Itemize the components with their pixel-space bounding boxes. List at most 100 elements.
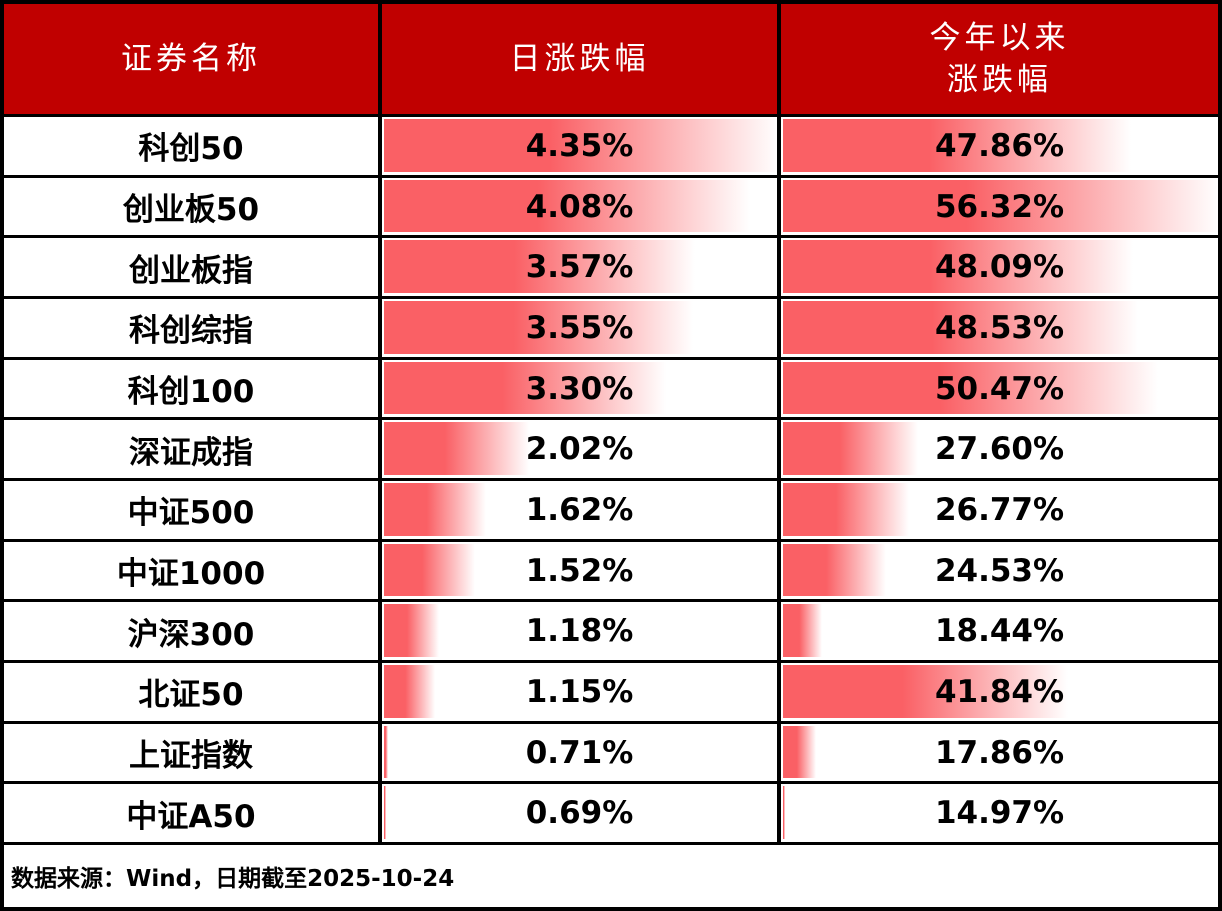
daily-change-databar: [384, 361, 667, 415]
ytd-change-value: 48.09%: [934, 249, 1065, 286]
ytd-change-databar: [783, 422, 918, 476]
table-row: 创业板指 3.57% 48.09%: [4, 235, 1218, 297]
ytd-change-value: 56.32%: [934, 188, 1065, 225]
index-name: 北证50: [138, 677, 244, 714]
ytd-change-databar: [783, 179, 1218, 233]
daily-change-databar: [384, 119, 777, 172]
daily-change-databar: [384, 543, 476, 597]
table-row: 科创综指 3.55% 48.53%: [4, 296, 1218, 357]
table-row: 中证1000 1.52% 24.53%: [4, 538, 1218, 600]
ytd-change-cell: 48.09%: [777, 238, 1218, 297]
ytd-change-databar: [783, 301, 1139, 354]
column-header-label-line1: 今年以来: [929, 20, 1070, 56]
ytd-change-databar: [783, 361, 1159, 415]
ytd-change-databar: [783, 786, 786, 840]
ytd-change-value: 14.97%: [934, 795, 1065, 832]
table-row: 深证成指 2.02% 27.60%: [4, 417, 1218, 479]
ytd-change-cell: 18.44%: [777, 602, 1218, 661]
daily-change-cell: 3.55%: [378, 299, 777, 357]
table-row: 北证50 1.15% 41.84%: [4, 660, 1218, 721]
table-body: 科创50 4.35% 47.86% 创业板50 4.08% 56.32% 创业板…: [4, 117, 1218, 843]
ytd-change-cell: 41.84%: [777, 663, 1218, 721]
daily-change-databar: [384, 786, 386, 840]
daily-change-value: 3.55%: [525, 309, 634, 346]
table-row: 中证500 1.62% 26.77%: [4, 478, 1218, 539]
daily-change-cell: 4.08%: [378, 177, 777, 236]
daily-change-value: 0.69%: [525, 795, 634, 832]
ytd-change-cell: 47.86%: [777, 117, 1218, 175]
daily-change-value: 1.18%: [525, 613, 634, 650]
table-row: 沪深300 1.18% 18.44%: [4, 599, 1218, 661]
ytd-change-cell: 27.60%: [777, 420, 1218, 479]
daily-change-cell: 0.69%: [378, 784, 777, 843]
ytd-change-cell: 50.47%: [777, 359, 1218, 418]
source-note: 数据来源：Wind，日期截至2025-10-24: [4, 842, 1218, 907]
daily-change-value: 4.08%: [525, 188, 634, 225]
daily-change-cell: 1.18%: [378, 602, 777, 661]
daily-change-databar: [384, 179, 750, 233]
ytd-change-cell: 14.97%: [777, 784, 1218, 843]
index-name: 创业板指: [129, 252, 253, 289]
column-header-ytd-change: 今年以来 涨跌幅: [777, 4, 1218, 114]
daily-change-databar: [384, 422, 529, 476]
ytd-change-value: 24.53%: [934, 552, 1065, 589]
index-name: 上证指数: [129, 738, 253, 775]
ytd-change-databar: [783, 119, 1132, 172]
daily-change-cell: 3.30%: [378, 359, 777, 418]
daily-change-databar: [384, 665, 436, 718]
column-header-security-name: 证券名称: [4, 4, 378, 114]
column-header-label-line2: 涨跌幅: [947, 62, 1052, 97]
daily-change-cell: 1.15%: [378, 663, 777, 721]
daily-change-value: 1.15%: [525, 673, 634, 710]
table-row: 创业板50 4.08% 56.32%: [4, 174, 1218, 236]
daily-change-databar: [384, 725, 389, 779]
daily-change-databar: [384, 483, 486, 536]
column-header-label: 日涨跌幅: [509, 41, 650, 77]
ytd-change-value: 50.47%: [934, 370, 1065, 407]
ytd-change-cell: 17.86%: [777, 723, 1218, 782]
daily-change-value: 1.52%: [525, 552, 634, 589]
ytd-change-value: 26.77%: [934, 491, 1065, 528]
column-header-label: 证券名称: [121, 41, 261, 77]
daily-change-cell: 2.02%: [378, 420, 777, 479]
ytd-change-databar: [783, 725, 816, 779]
table-header-row: 证券名称 日涨跌幅 今年以来 涨跌幅: [4, 4, 1218, 117]
index-name: 中证1000: [116, 556, 266, 593]
index-name: 科创50: [138, 131, 244, 168]
ytd-change-value: 17.86%: [934, 734, 1065, 771]
ytd-change-value: 47.86%: [934, 127, 1065, 164]
daily-change-cell: 1.52%: [378, 541, 777, 600]
daily-change-value: 2.02%: [525, 431, 634, 468]
daily-change-cell: 0.71%: [378, 723, 777, 782]
ytd-change-databar: [783, 543, 886, 597]
index-name: 中证A50: [126, 798, 256, 835]
table-row: 科创50 4.35% 47.86%: [4, 117, 1218, 175]
ytd-change-cell: 56.32%: [777, 177, 1218, 236]
daily-change-databar: [384, 604, 439, 658]
index-name: 科创100: [127, 374, 255, 411]
ytd-change-databar: [783, 604, 822, 658]
table-row: 中证A50 0.69% 14.97%: [4, 781, 1218, 843]
daily-change-value: 3.57%: [525, 249, 634, 286]
daily-change-databar: [384, 301, 694, 354]
ytd-change-value: 48.53%: [934, 309, 1065, 346]
ytd-change-databar: [783, 483, 910, 536]
index-name: 创业板50: [122, 192, 260, 228]
column-header-daily-change: 日涨跌幅: [378, 4, 777, 114]
daily-change-value: 1.62%: [525, 491, 634, 528]
ytd-change-databar: [783, 240, 1134, 294]
ytd-change-value: 27.60%: [934, 431, 1065, 468]
table-row: 科创100 3.30% 50.47%: [4, 356, 1218, 418]
ytd-change-value: 18.44%: [934, 613, 1065, 650]
index-name: 深证成指: [129, 434, 253, 471]
daily-change-value: 0.71%: [525, 734, 634, 771]
daily-change-databar: [384, 240, 696, 294]
daily-change-cell: 3.57%: [378, 238, 777, 297]
ytd-change-value: 41.84%: [934, 673, 1065, 710]
daily-change-cell: 4.35%: [378, 117, 777, 175]
index-name: 中证500: [127, 495, 255, 532]
index-name: 科创综指: [129, 313, 253, 350]
daily-change-value: 4.35%: [525, 127, 634, 164]
daily-change-cell: 1.62%: [378, 481, 777, 539]
